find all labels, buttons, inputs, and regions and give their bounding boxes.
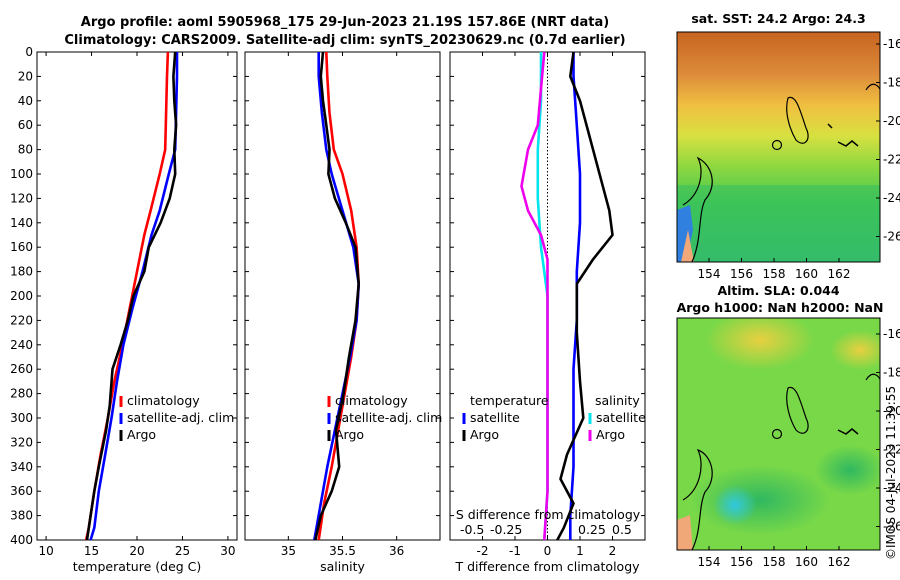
sst-map <box>677 32 880 262</box>
xtick-label-salinity: 35 <box>281 544 296 558</box>
xlabel-s-difference: S difference from climatology <box>456 507 641 522</box>
series-s-satellite <box>536 52 549 541</box>
map-lat-label: -16 <box>883 37 900 51</box>
ytick-label: 340 <box>10 460 33 474</box>
sla-map <box>677 318 880 550</box>
series-argo <box>314 51 361 541</box>
ytick-label: 140 <box>10 216 33 230</box>
ytick-label: 100 <box>10 167 33 181</box>
map-lon-label: 162 <box>828 267 851 281</box>
xtick2-label: 0.25 <box>578 522 606 537</box>
map-lat-label: -26 <box>883 230 900 244</box>
xtick2-label: 0.5 <box>612 522 632 537</box>
legend-title-temperature: temperature <box>470 393 549 408</box>
legend-label: satellite <box>596 410 646 425</box>
ytick-label: 40 <box>18 94 33 108</box>
map-lon-label: 160 <box>795 555 818 569</box>
map-lat-label: -24 <box>883 191 900 205</box>
legend-label: satellite-adj. clim <box>127 410 234 425</box>
xlabel-salinity: salinity <box>320 559 365 574</box>
ytick-label: 180 <box>10 265 33 279</box>
map-lon-label: 154 <box>698 267 721 281</box>
series-t-argo <box>556 51 614 541</box>
series-argo <box>85 51 178 541</box>
xtick-label-difference: -2 <box>477 544 489 558</box>
panel-frame-salinity <box>244 51 441 541</box>
map-lon-label: 158 <box>763 555 786 569</box>
xtick-label-salinity: 36 <box>389 544 404 558</box>
ytick-label: 240 <box>10 338 33 352</box>
title-line-2: Climatology: CARS2009. Satellite-adj cli… <box>64 33 626 48</box>
map-lon-label: 156 <box>730 267 753 281</box>
ytick-label: 60 <box>18 118 33 132</box>
legend-label: climatology <box>127 393 200 408</box>
ytick-label: 80 <box>18 143 33 157</box>
xtick2-label: -0.5 <box>460 522 484 537</box>
imos-timestamp: ©IMOS 04-Jul-2023 11:39:55 <box>884 385 898 560</box>
map-lon-label: 162 <box>828 555 851 569</box>
sla-map-title-1: Altim. SLA: 0.044 <box>717 283 840 298</box>
ytick-label: 160 <box>10 240 33 254</box>
ytick-label: 380 <box>10 509 33 523</box>
legend-label: Argo <box>335 427 364 442</box>
sla-map-title-2: Argo h1000: NaN h2000: NaN <box>676 300 884 315</box>
xtick-label-temperature: 20 <box>129 544 144 558</box>
xtick-label-difference: 2 <box>609 544 617 558</box>
map-lon-label: 154 <box>698 555 721 569</box>
series-t-satellite <box>568 52 582 540</box>
legend-label: Argo <box>127 427 156 442</box>
ytick-label: 220 <box>10 313 33 327</box>
series-satellite-adj-clim <box>313 52 361 541</box>
xtick-label-temperature: 30 <box>220 544 235 558</box>
xtick-label-salinity: 35.5 <box>329 544 356 558</box>
map-lat-label: -18 <box>883 366 900 380</box>
ytick-label: 400 <box>10 533 33 547</box>
xtick-label-temperature: 25 <box>175 544 190 558</box>
map-lon-label: 156 <box>730 555 753 569</box>
ytick-label: 260 <box>10 362 33 376</box>
sla-map-frame <box>676 317 881 551</box>
xtick-label-difference: -1 <box>509 544 521 558</box>
map-lat-label: -18 <box>883 76 900 90</box>
xtick-label-difference: 0 <box>544 544 552 558</box>
series-s-argo <box>520 51 549 541</box>
sst-map-title: sat. SST: 24.2 Argo: 24.3 <box>691 11 866 26</box>
legend-label: climatology <box>335 393 408 408</box>
ytick-label: 300 <box>10 411 33 425</box>
sst-map-frame <box>676 31 881 263</box>
title-line-1: Argo profile: aoml 5905968_175 29-Jun-20… <box>80 15 610 30</box>
map-lat-label: -24 <box>883 481 900 495</box>
map-lat-label: -16 <box>883 327 900 341</box>
map-lat-label: -20 <box>883 404 900 418</box>
map-lat-label: -26 <box>883 520 900 534</box>
xtick-label-temperature: 15 <box>84 544 99 558</box>
ytick-label: 0 <box>25 45 33 59</box>
ytick-label: 360 <box>10 484 33 498</box>
xtick2-label: -0.25 <box>490 522 522 537</box>
xtick-label-temperature: 10 <box>38 544 53 558</box>
xlabel-difference: T difference from climatology <box>454 559 640 574</box>
ytick-label: 120 <box>10 191 33 205</box>
legend-label: Argo <box>596 427 625 442</box>
legend-label: satellite-adj. clim <box>335 410 442 425</box>
legend-label: Argo <box>470 427 499 442</box>
map-lon-label: 160 <box>795 267 818 281</box>
map-lat-label: -22 <box>883 443 900 457</box>
map-lat-label: -20 <box>883 114 900 128</box>
ytick-label: 280 <box>10 387 33 401</box>
map-lat-label: -22 <box>883 153 900 167</box>
legend-label: satellite <box>470 410 520 425</box>
ytick-label: 200 <box>10 289 33 303</box>
xtick-label-difference: 1 <box>576 544 584 558</box>
map-lon-label: 158 <box>763 267 786 281</box>
ytick-label: 320 <box>10 435 33 449</box>
legend-title-salinity: salinity <box>595 393 640 408</box>
ytick-label: 20 <box>18 69 33 83</box>
xlabel-temperature: temperature (deg C) <box>73 559 202 574</box>
